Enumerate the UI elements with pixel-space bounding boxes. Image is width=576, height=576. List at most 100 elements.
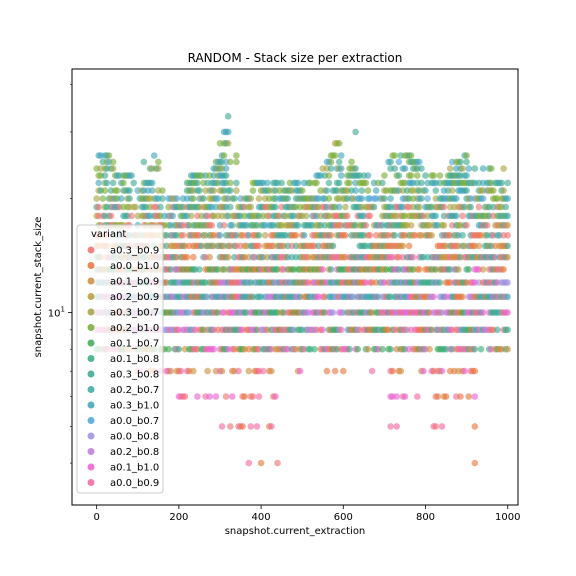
x-tick-label: 400 [252,512,271,523]
data-point [459,293,466,301]
data-point [504,345,512,353]
data-point [148,187,156,194]
data-point [140,158,148,166]
data-point [453,212,460,220]
data-point [504,179,512,187]
data-point [255,393,263,400]
data-point [391,232,399,239]
legend-label: a0.3_b0.8 [110,370,159,381]
data-point [218,423,226,430]
data-point [179,232,187,239]
data-point [220,152,228,159]
legend-marker [87,448,95,455]
data-point [418,179,425,187]
data-point [465,393,473,400]
data-point [298,187,306,194]
data-point [471,345,479,353]
data-point [126,195,133,202]
data-point [426,345,433,353]
data-point [165,345,172,353]
data-point [370,203,378,211]
plot-area-frame [71,68,519,506]
data-point [459,165,466,172]
data-point [504,212,512,220]
legend-label: a0.3_b1.0 [110,401,159,412]
data-point [325,195,333,202]
data-point [222,172,230,179]
data-point [311,345,318,353]
data-point [229,222,236,229]
data-point [329,309,337,316]
data-point [401,165,409,172]
x-tick-label: 600 [334,512,353,523]
data-point [227,179,234,187]
data-point [331,152,339,159]
data-point [465,266,473,273]
legend-marker [87,355,95,362]
legend-marker [87,308,95,316]
data-point [414,393,421,400]
data-point [504,293,512,301]
data-point [346,345,353,353]
data-point [393,423,401,430]
data-point [303,212,310,220]
data-point [196,266,203,273]
data-point [233,152,240,159]
x-tick-label: 0 [93,512,99,523]
data-point [227,187,234,194]
data-point [107,212,115,220]
data-point [389,367,396,375]
data-point [227,203,234,211]
data-point [448,187,456,194]
data-point [399,242,407,250]
data-point [337,326,345,334]
legend-marker [87,324,95,331]
data-point [177,367,185,375]
data-point [224,140,232,147]
data-point [294,179,302,187]
data-point [335,158,343,166]
data-point [344,212,351,220]
data-point [175,345,183,353]
legend-label: a0.2_b0.8 [110,447,159,458]
data-point [327,232,335,239]
x-axis: 0 200 400 600 800 1000 [93,505,520,523]
data-point [407,152,415,159]
data-point [109,165,117,172]
data-point [274,459,281,467]
data-point [490,187,497,194]
data-point [381,195,388,202]
legend-marker [87,339,95,347]
data-point [463,172,470,179]
data-point [342,232,349,239]
data-point [432,212,440,220]
data-point [420,367,427,375]
data-point [183,253,191,261]
data-point [132,203,139,211]
data-point [467,203,475,211]
data-point [214,195,222,202]
data-point [352,165,359,172]
data-point [475,203,483,211]
data-point [440,222,448,229]
data-point [500,187,507,194]
data-point [126,187,133,194]
data-point [194,393,201,400]
data-point [463,158,470,166]
data-point [167,367,174,375]
legend-label: a0.3_b0.9 [110,246,159,257]
legend-label: a0.0_b0.7 [110,416,159,427]
data-point [352,187,359,194]
data-point [272,393,279,400]
x-tick-label: 200 [169,512,188,523]
data-point [109,158,117,166]
data-point [340,367,347,375]
data-point [255,242,263,250]
legend-marker [87,277,95,285]
data-point [292,232,300,239]
data-point [335,179,343,187]
legend-box [76,224,164,494]
data-point [155,158,162,166]
data-point [395,158,403,166]
legend-marker [87,401,95,409]
